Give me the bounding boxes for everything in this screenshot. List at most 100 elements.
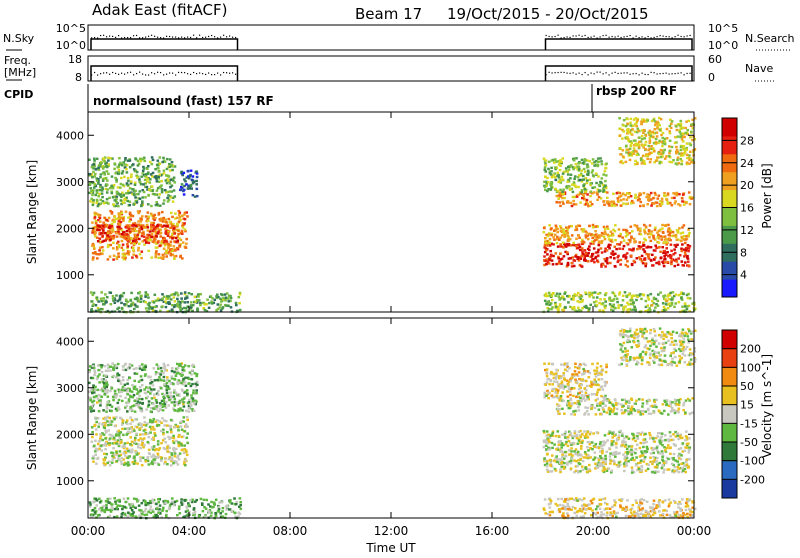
power-cell — [103, 240, 106, 242]
trace-dot — [570, 37, 571, 38]
power-cell — [669, 305, 672, 307]
power-cell — [658, 195, 661, 197]
power-cell — [142, 170, 145, 172]
velocity-cell — [608, 467, 611, 469]
power-cell — [572, 244, 575, 246]
velocity-cell — [606, 451, 609, 453]
power-cell — [183, 213, 186, 215]
power-cell — [593, 191, 596, 193]
power-cell — [676, 159, 679, 161]
velocity-cell — [126, 379, 129, 381]
velocity-cell — [153, 367, 156, 369]
colorbar-swatch — [722, 208, 737, 226]
trace-dot — [205, 74, 206, 75]
velocity-cell — [173, 450, 176, 452]
power-cell — [146, 186, 149, 188]
velocity-cell — [162, 372, 165, 374]
power-cell — [627, 148, 630, 150]
power-cell — [116, 242, 119, 244]
power-cell — [670, 298, 673, 300]
power-cell — [638, 256, 641, 258]
velocity-cell — [594, 446, 597, 448]
velocity-cell — [650, 452, 653, 454]
velocity-cell — [178, 445, 181, 447]
velocity-cell — [172, 462, 175, 464]
power-cell — [165, 179, 168, 181]
velocity-cell — [110, 424, 113, 426]
power-cell — [664, 143, 667, 145]
power-cell — [549, 238, 552, 240]
trace-dot — [579, 35, 580, 36]
trace-dot — [585, 35, 586, 36]
power-cell — [178, 237, 181, 239]
velocity-cell — [124, 428, 127, 430]
power-cell — [626, 123, 629, 125]
trace-dot — [642, 36, 643, 37]
power-cell — [668, 152, 671, 154]
trace-dot — [181, 37, 182, 38]
power-cell — [194, 296, 197, 298]
power-cell — [619, 134, 622, 136]
power-cell — [682, 154, 685, 156]
freq-tick-bottom: 8 — [75, 71, 82, 84]
power-cell — [133, 308, 136, 310]
trace-dot — [133, 35, 134, 36]
power-cell — [566, 171, 569, 173]
power-cell — [558, 197, 561, 199]
power-cell — [144, 175, 147, 177]
power-cell — [189, 175, 192, 177]
power-cell — [689, 203, 692, 205]
power-cell — [167, 243, 170, 245]
power-cell — [577, 186, 580, 188]
trace-dot — [199, 72, 200, 73]
trace-dot — [567, 36, 568, 37]
velocity-cell — [163, 363, 166, 365]
velocity-cell — [151, 381, 154, 383]
velocity-cell — [88, 397, 91, 399]
velocity-cell — [677, 455, 680, 457]
power-cell — [690, 158, 693, 160]
velocity-cell — [115, 434, 118, 436]
power-cell — [669, 202, 672, 204]
power-cell — [554, 158, 557, 160]
trace-dot — [106, 72, 107, 73]
velocity-cell — [93, 425, 96, 427]
power-cell — [684, 251, 687, 253]
power-cell — [118, 256, 121, 258]
velocity-cell — [185, 426, 188, 428]
power-cell — [123, 236, 126, 238]
velocity-cell — [160, 422, 163, 424]
velocity-cell — [103, 385, 106, 387]
power-cell — [645, 253, 648, 255]
power-cell — [91, 176, 94, 178]
trace-dot — [552, 72, 553, 73]
trace-dot — [675, 73, 676, 74]
velocity-cell — [139, 367, 142, 369]
velocity-cell — [565, 441, 568, 443]
power-cell — [165, 252, 168, 254]
power-cell — [130, 176, 133, 178]
power-cell — [573, 307, 576, 309]
velocity-cell — [173, 437, 176, 439]
power-cell — [543, 181, 546, 183]
velocity-cell — [687, 467, 690, 469]
power-cell — [160, 184, 163, 186]
trace-dot — [681, 72, 682, 73]
power-cell — [590, 233, 593, 235]
power-cell — [108, 217, 111, 219]
power-cell — [654, 128, 657, 130]
velocity-cell — [186, 393, 189, 395]
power-cell — [96, 180, 99, 182]
power-cell — [631, 128, 634, 130]
power-cell — [167, 297, 170, 299]
power-cell — [640, 201, 643, 203]
power-cell — [659, 291, 662, 293]
trace-dot — [202, 73, 203, 74]
velocity-cell — [559, 471, 562, 473]
velocity-cell — [651, 463, 654, 465]
velocity-cell — [142, 433, 145, 435]
velocity-cell — [148, 449, 151, 451]
trace-dot — [163, 37, 164, 38]
power-cell — [106, 296, 109, 298]
velocity-cell — [622, 453, 625, 455]
